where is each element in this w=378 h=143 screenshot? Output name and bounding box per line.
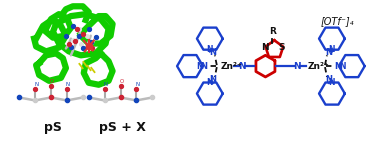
Text: N: N [209,48,216,57]
Text: N: N [238,62,245,71]
Text: pS + X: pS + X [99,121,146,134]
Text: N: N [329,78,335,87]
Text: N: N [262,43,269,52]
Text: N: N [329,45,335,54]
Text: N: N [209,75,216,84]
Text: [OTf⁻]₄: [OTf⁻]₄ [320,16,354,26]
Text: N: N [293,62,301,71]
Text: N: N [207,45,213,54]
Text: N: N [207,78,213,87]
Text: N: N [66,82,70,87]
Text: Zn²⁺: Zn²⁺ [308,62,330,71]
Text: N: N [104,82,108,87]
Text: N: N [34,82,38,87]
Text: O: O [50,79,54,84]
Text: N: N [135,82,139,87]
Text: pS: pS [44,121,62,134]
Text: N: N [339,62,345,71]
Text: N: N [325,75,333,84]
Text: N: N [325,48,333,57]
Text: Zn²⁺: Zn²⁺ [221,62,242,71]
Text: N: N [200,62,208,71]
Text: S: S [278,43,285,52]
Text: N: N [197,62,203,71]
Text: O: O [119,79,124,84]
Text: N: N [335,62,341,71]
Text: R: R [269,27,276,36]
